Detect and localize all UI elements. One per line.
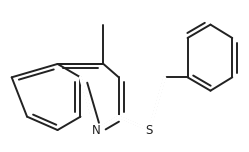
Text: S: S xyxy=(146,124,153,136)
Text: N: N xyxy=(91,124,100,136)
